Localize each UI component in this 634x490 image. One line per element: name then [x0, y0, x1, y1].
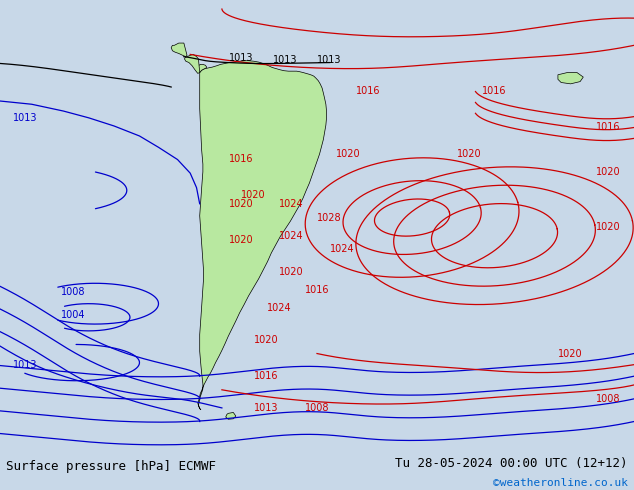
Text: 1024: 1024 [280, 199, 304, 209]
Text: 1013: 1013 [13, 113, 37, 123]
Text: 1020: 1020 [254, 335, 278, 345]
Polygon shape [184, 54, 200, 74]
Text: 1016: 1016 [597, 122, 621, 132]
Text: 1020: 1020 [337, 149, 361, 159]
Text: 1024: 1024 [330, 245, 354, 254]
Text: 1020: 1020 [597, 167, 621, 177]
Polygon shape [197, 64, 207, 73]
Text: 1008: 1008 [597, 394, 621, 404]
Polygon shape [226, 413, 236, 419]
Text: 1008: 1008 [61, 287, 85, 297]
Text: 1016: 1016 [229, 154, 253, 164]
Polygon shape [198, 61, 327, 410]
Text: 1016: 1016 [305, 285, 329, 295]
Text: 1020: 1020 [229, 235, 253, 245]
Text: Surface pressure [hPa] ECMWF: Surface pressure [hPa] ECMWF [6, 460, 216, 473]
Text: 1024: 1024 [280, 231, 304, 241]
Polygon shape [171, 43, 187, 57]
Text: 1020: 1020 [242, 190, 266, 200]
Text: 1013: 1013 [318, 55, 342, 65]
Text: 1013: 1013 [254, 403, 278, 413]
Polygon shape [558, 73, 583, 84]
Text: 1028: 1028 [318, 213, 342, 222]
Text: 1020: 1020 [597, 221, 621, 232]
Text: 1004: 1004 [61, 310, 85, 320]
Text: 1016: 1016 [254, 371, 278, 381]
Text: Tu 28-05-2024 00:00 UTC (12+12): Tu 28-05-2024 00:00 UTC (12+12) [395, 457, 628, 470]
Text: 1020: 1020 [280, 267, 304, 277]
Text: 1008: 1008 [305, 403, 329, 413]
Text: 1016: 1016 [356, 86, 380, 96]
Text: 1013: 1013 [273, 55, 297, 65]
Text: 1016: 1016 [482, 86, 507, 96]
Text: 1024: 1024 [267, 303, 291, 313]
Text: 1020: 1020 [229, 199, 253, 209]
Text: 1013: 1013 [13, 360, 37, 370]
Text: 1020: 1020 [457, 149, 481, 159]
Text: ©weatheronline.co.uk: ©weatheronline.co.uk [493, 478, 628, 489]
Text: 1020: 1020 [559, 348, 583, 359]
Text: 1013: 1013 [229, 53, 253, 63]
